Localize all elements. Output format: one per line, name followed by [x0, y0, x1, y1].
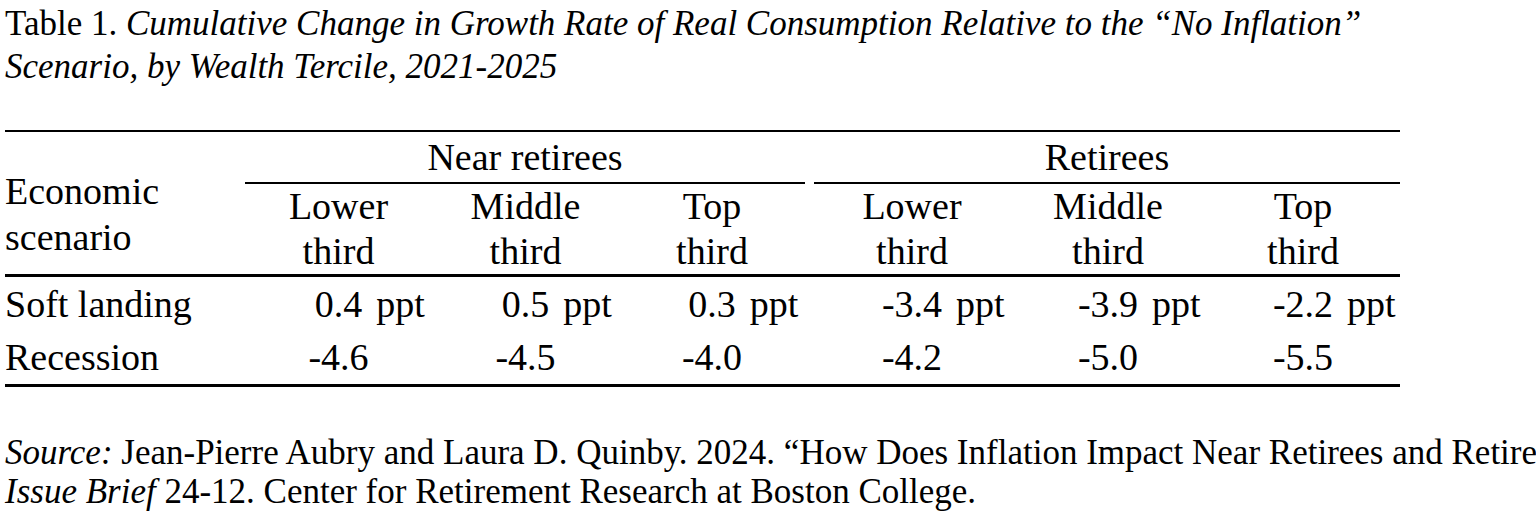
cell-recession-ret-top: -5.5: [1206, 335, 1400, 379]
table-title: Table 1. Cumulative Change in Growth Rat…: [5, 2, 1361, 88]
source-line1: Source: Jean-Pierre Aubry and Laura D. Q…: [5, 433, 1536, 472]
column-header-near-top-third: Top third: [619, 184, 805, 274]
source-note: Source: Jean-Pierre Aubry and Laura D. Q…: [5, 433, 1536, 511]
cell-value: -4.0: [682, 336, 742, 378]
cell-value: -4.2: [882, 336, 942, 378]
source-line2: Issue Brief 24-12. Center for Retirement…: [5, 472, 1536, 511]
cell-soft-landing-ret-top: -2.2ppt: [1206, 282, 1400, 326]
cell-unit: ppt: [1333, 282, 1396, 326]
column-header-text: Top: [619, 184, 805, 229]
cell-unit: ppt: [549, 282, 612, 326]
cell-recession-near-middle: -4.5: [432, 335, 619, 379]
column-header-near-lower-third: Lower third: [245, 184, 432, 274]
group-header-retirees: Retirees: [814, 132, 1400, 184]
cell-soft-landing-ret-lower: -3.4ppt: [814, 282, 1010, 326]
column-header-row: Lower third Middle third Top third Lower…: [5, 184, 1400, 274]
column-header-gap: [805, 184, 814, 274]
cell-value: -5.5: [1273, 336, 1333, 378]
column-header-text: third: [432, 229, 619, 274]
column-header-text: Lower: [814, 184, 1010, 229]
cell-value: -3.9: [1078, 283, 1138, 325]
cell-recession-ret-lower: -4.2: [814, 335, 1010, 379]
cell-value: -4.6: [308, 336, 368, 378]
column-header-ret-lower-third: Lower third: [814, 184, 1010, 274]
column-header-text: third: [1010, 229, 1206, 274]
row-label-recession: Recession: [5, 335, 245, 379]
group-header-near-retirees: Near retirees: [245, 132, 805, 184]
table-title-italic-line1: Cumulative Change in Growth Rate of Real…: [126, 4, 1361, 43]
table-row-recession: Recession -4.6 -4.5 -4.0 -4.2 -5.0 -5.5: [5, 330, 1400, 384]
row-header-line2: scenario: [5, 214, 159, 260]
group-header-row: Near retirees Retirees: [5, 132, 1400, 184]
cell-soft-landing-near-middle: 0.5ppt: [432, 282, 619, 326]
source-label: Source:: [5, 433, 113, 472]
cell-recession-near-lower: -4.6: [245, 335, 432, 379]
data-table: Economic scenario Near retirees Retirees…: [5, 130, 1400, 387]
issue-brief-label: Issue Brief: [5, 472, 156, 511]
cell-soft-landing-ret-middle: -3.9ppt: [1010, 282, 1206, 326]
cell-value: -4.5: [495, 336, 555, 378]
row-label-soft-landing: Soft landing: [5, 282, 245, 326]
table-number-label: Table 1.: [5, 4, 126, 43]
column-header-text: Middle: [1010, 184, 1206, 229]
column-header-ret-middle-third: Middle third: [1010, 184, 1206, 274]
cell-unit: ppt: [942, 282, 1005, 326]
cell-value: -5.0: [1078, 336, 1138, 378]
cell-value: -3.4: [882, 283, 942, 325]
row-header-economic-scenario: Economic scenario: [5, 168, 159, 260]
column-header-ret-top-third: Top third: [1206, 184, 1400, 274]
source-citation: Jean-Pierre Aubry and Laura D. Quinby. 2…: [113, 433, 1536, 472]
page: Table 1. Cumulative Change in Growth Rat…: [0, 0, 1536, 511]
cell-unit: ppt: [1138, 282, 1201, 326]
cell-value: -2.2: [1273, 283, 1333, 325]
table-row-soft-landing: Soft landing 0.4ppt 0.5ppt 0.3ppt -3.4pp…: [5, 277, 1400, 330]
column-header-text: third: [1206, 229, 1400, 274]
column-header-text: third: [814, 229, 1010, 274]
column-header-near-middle-third: Middle third: [432, 184, 619, 274]
table-bottom-rule: [5, 384, 1400, 387]
group-header-gap: [805, 132, 814, 184]
cell-soft-landing-near-lower: 0.4ppt: [245, 282, 432, 326]
column-header-text: third: [245, 229, 432, 274]
source-publisher: 24-12. Center for Retirement Research at…: [156, 472, 976, 511]
table-title-line2: Scenario, by Wealth Tercile, 2021-2025: [5, 45, 1361, 88]
column-header-text: Middle: [432, 184, 619, 229]
cell-unit: ppt: [736, 282, 799, 326]
cell-recession-ret-middle: -5.0: [1010, 335, 1206, 379]
cell-value: 0.3: [688, 283, 736, 325]
cell-soft-landing-near-top: 0.3ppt: [619, 282, 805, 326]
table-title-line1: Table 1. Cumulative Change in Growth Rat…: [5, 2, 1361, 45]
row-header-line1: Economic: [5, 168, 159, 214]
cell-value: 0.5: [502, 283, 550, 325]
column-header-text: Top: [1206, 184, 1400, 229]
cell-recession-near-top: -4.0: [619, 335, 805, 379]
cell-unit: ppt: [362, 282, 425, 326]
column-header-text: Lower: [245, 184, 432, 229]
cell-value: 0.4: [315, 283, 363, 325]
column-header-text: third: [619, 229, 805, 274]
